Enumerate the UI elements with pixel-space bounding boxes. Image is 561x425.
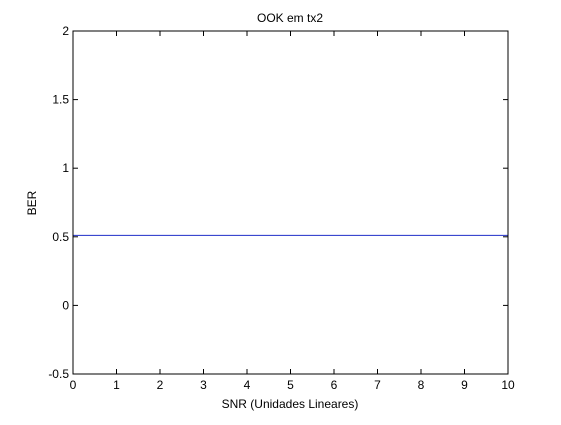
y-axis-ticks: -0.5 0 0.5 1 1.5 2 xyxy=(48,24,508,381)
x-tick-label: 4 xyxy=(244,378,251,392)
x-axis-label: SNR (Unidades Lineares) xyxy=(222,397,359,411)
x-tick-label: 8 xyxy=(418,378,425,392)
y-tick-label: 1.5 xyxy=(52,93,69,107)
plot-area xyxy=(73,31,508,374)
x-axis-ticks: 0 1 2 3 4 5 6 7 8 9 10 xyxy=(70,31,515,392)
x-tick-label: 5 xyxy=(287,378,294,392)
x-tick-label: 9 xyxy=(461,378,468,392)
y-axis-label: BER xyxy=(25,190,39,215)
x-tick-label: 7 xyxy=(374,378,381,392)
x-tick-label: 6 xyxy=(331,378,338,392)
chart-title: OOK em tx2 xyxy=(257,11,323,25)
y-tick-label: 0.5 xyxy=(52,230,69,244)
x-tick-label: 0 xyxy=(70,378,77,392)
plot-frame xyxy=(72,30,509,375)
x-tick-label: 1 xyxy=(113,378,120,392)
y-tick-label: 0 xyxy=(62,298,69,312)
y-tick-label: 2 xyxy=(62,24,69,38)
y-tick-label: 1 xyxy=(62,161,69,175)
x-tick-label: 2 xyxy=(157,378,164,392)
y-tick-label: -0.5 xyxy=(48,367,69,381)
x-tick-label: 3 xyxy=(200,378,207,392)
x-tick-label: 10 xyxy=(501,378,515,392)
